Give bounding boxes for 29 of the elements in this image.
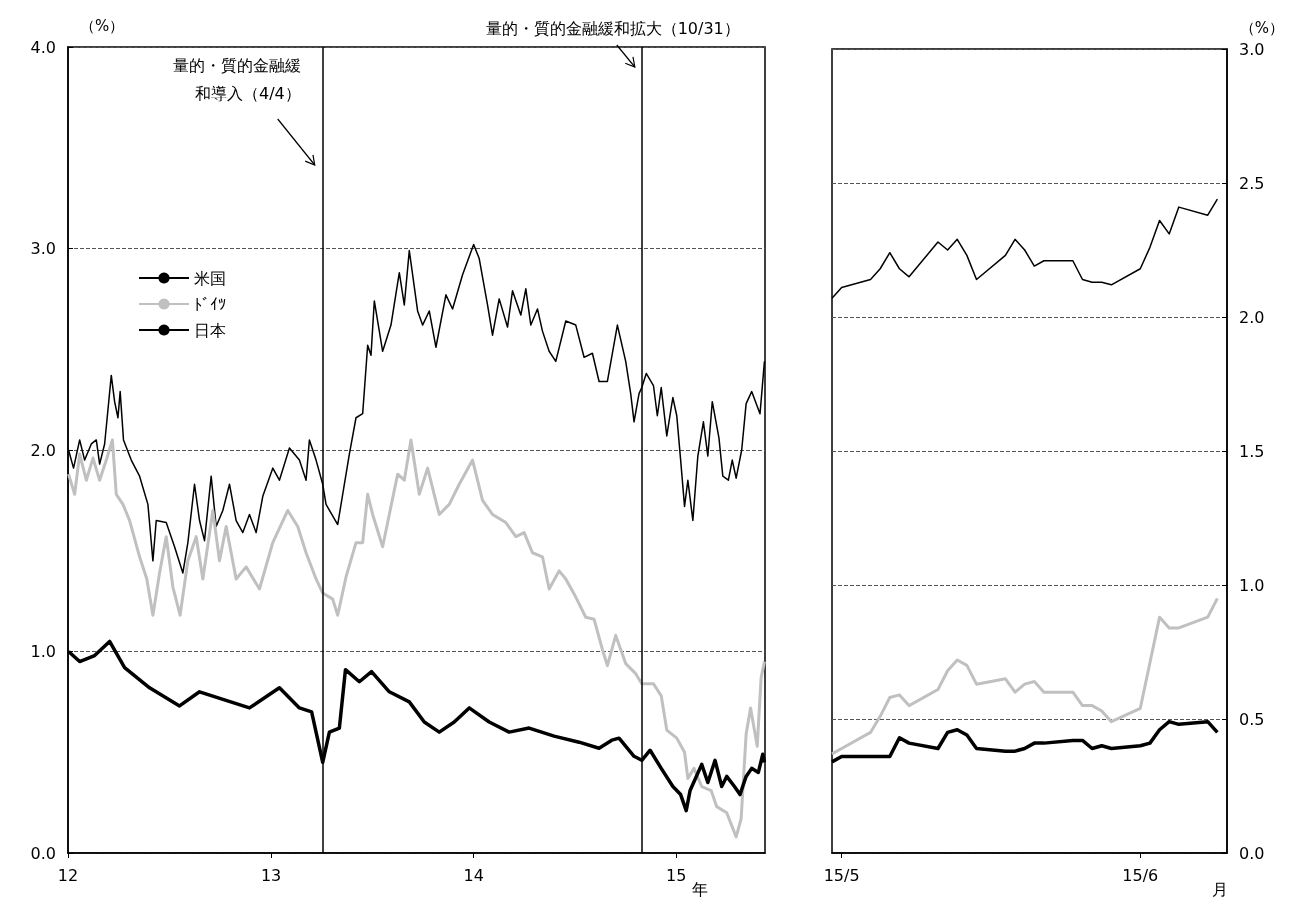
legend-label: 米国 xyxy=(194,268,226,288)
x-tick-label: 13 xyxy=(260,865,282,885)
y2-tick-label: 2.5 xyxy=(1239,173,1265,193)
x-tick-label: 15/6 xyxy=(1122,865,1159,885)
y-tick-label: 2.0 xyxy=(30,440,56,460)
line-series xyxy=(830,596,1219,756)
x-tick-label: 15/5 xyxy=(823,865,860,885)
legend-label: ﾄﾞｲﾂ xyxy=(194,294,226,314)
line-series xyxy=(67,438,766,839)
y-tick-label: 0.0 xyxy=(30,843,56,863)
x-tick-label: 12 xyxy=(57,865,79,885)
y2-axis-title: （%） xyxy=(1239,18,1285,37)
y-tick-label: 1.0 xyxy=(30,642,56,661)
ref-line-label: 量的・質的金融緩和拡大（10/31） xyxy=(485,18,740,38)
y-tick-label: 3.0 xyxy=(30,239,56,258)
x-axis-title: 年 xyxy=(692,879,709,899)
y2-tick-label: 0.5 xyxy=(1239,709,1265,729)
y2-tick-label: 1.0 xyxy=(1239,575,1265,595)
y2-tick-label: 0.0 xyxy=(1239,843,1265,863)
legend-label: 日本 xyxy=(194,320,226,340)
y-tick-label: 4.0 xyxy=(30,37,56,57)
y2-tick-label: 1.5 xyxy=(1239,441,1265,461)
ref-line-label: 量的・質的金融緩和導入（4/4） xyxy=(172,55,301,103)
y2-tick-label: 3.0 xyxy=(1239,39,1265,59)
x-tick-label: 15 xyxy=(666,865,687,885)
y-axis-title: （%） xyxy=(80,16,125,35)
x-axis-title: 月 xyxy=(1212,879,1228,899)
y2-tick-label: 2.0 xyxy=(1239,307,1265,327)
x-tick-label: 14 xyxy=(463,865,484,885)
